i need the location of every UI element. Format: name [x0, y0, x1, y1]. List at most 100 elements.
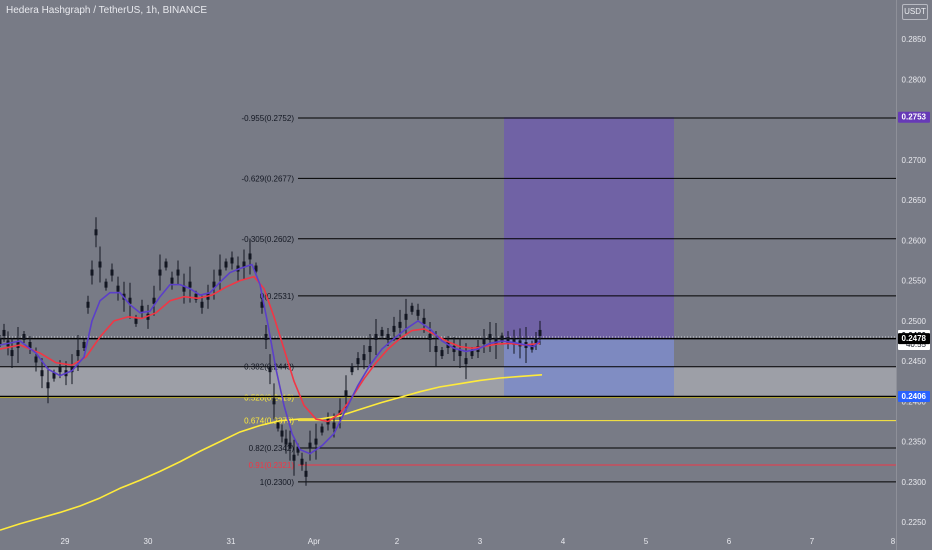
target-zone — [504, 117, 674, 339]
candle-body — [422, 317, 426, 324]
candle-body — [308, 442, 312, 449]
candle-body — [332, 422, 336, 429]
candle-body — [314, 438, 318, 445]
candle-body — [128, 297, 132, 304]
time-tick: 31 — [227, 537, 236, 546]
candle-body — [116, 285, 120, 292]
candle-body — [380, 329, 384, 336]
candle-body — [176, 269, 180, 276]
fib-level-label: 0.674(0.2376) — [244, 417, 294, 426]
candle-body — [434, 346, 438, 353]
ema-slow-line — [0, 275, 541, 423]
candle-body — [40, 370, 44, 377]
candle-body — [272, 398, 276, 405]
ma-long-line — [0, 373, 543, 531]
candle-body — [52, 372, 56, 379]
candle-body — [458, 350, 462, 357]
candle-body — [368, 346, 372, 353]
time-tick: 3 — [478, 537, 483, 546]
chart-series — [0, 217, 543, 531]
ema-fast-line — [0, 263, 541, 455]
price-tick: 0.2850 — [902, 35, 927, 44]
candle-body — [398, 321, 402, 328]
candle-body — [362, 354, 366, 361]
price-tick: 0.2650 — [902, 196, 927, 205]
price-tick: 0.2350 — [902, 438, 927, 447]
fib-level-label: -0.629(0.2677) — [242, 174, 295, 183]
price-tick: 0.2800 — [902, 75, 927, 84]
candle-body — [300, 458, 304, 465]
candle-body — [188, 281, 192, 288]
price-tick: 0.2700 — [902, 156, 927, 165]
candle-body — [488, 333, 492, 340]
price-label-bg — [898, 333, 930, 345]
candle-body — [296, 446, 300, 453]
candle-body — [110, 269, 114, 276]
candle-body — [248, 253, 252, 260]
candle-body — [534, 337, 538, 344]
price-label-countdown: 40:55 — [906, 340, 927, 349]
candle-body — [428, 333, 432, 340]
time-tick: 7 — [810, 537, 815, 546]
candle-body — [374, 333, 378, 340]
candle-body — [94, 229, 98, 236]
candle-body — [224, 261, 228, 268]
candle-body — [76, 350, 80, 357]
candle-body — [538, 329, 542, 336]
candle-body — [158, 269, 162, 276]
price-axis: 0.28500.28000.27500.27000.26500.26000.25… — [902, 35, 927, 527]
candle-body — [58, 366, 62, 373]
candle-body — [416, 309, 420, 316]
candle-body — [104, 281, 108, 288]
candle-body — [404, 313, 408, 320]
candle-body — [260, 301, 264, 308]
candle-body — [292, 454, 296, 461]
fib-retracement-levels: -0.955(0.2752) -0.629(0.2677) -0.305(0.260… — [0, 114, 896, 487]
price-label: 0.2406 — [902, 392, 927, 401]
candle-body — [470, 350, 474, 357]
candle-body — [350, 366, 354, 373]
candle-body — [2, 329, 6, 336]
price-tick: 0.2300 — [902, 478, 927, 487]
time-tick: 29 — [61, 537, 70, 546]
candle-body — [218, 269, 222, 276]
fib-level-label: 0.91(0.2321) — [249, 461, 295, 470]
candle-body — [320, 426, 324, 433]
time-tick: 4 — [561, 537, 566, 546]
candle-body — [140, 305, 144, 312]
candle-body — [254, 265, 258, 272]
candle-body — [134, 317, 138, 324]
chart-title: Hedera Hashgraph / TetherUS, 1h, BINANCE — [6, 5, 208, 16]
candle-body — [0, 337, 2, 344]
candle-body — [356, 358, 360, 365]
time-tick: 5 — [644, 537, 649, 546]
candle-body — [46, 382, 50, 389]
time-tick: 8 — [891, 537, 896, 546]
candle-body — [500, 335, 504, 342]
time-tick: Apr — [308, 537, 321, 546]
candle-body — [386, 333, 390, 340]
candle-body — [70, 366, 74, 373]
price-label: 0.2753 — [902, 113, 927, 122]
price-tick: 0.2450 — [902, 357, 927, 366]
fib-level-label: -0.305(0.2602) — [242, 235, 295, 244]
candle-body — [34, 356, 38, 363]
candle-body — [170, 277, 174, 284]
fib-band — [0, 366, 896, 397]
fib-level-label: -0.955(0.2752) — [242, 114, 295, 123]
candle-body — [212, 281, 216, 288]
candle-body — [230, 257, 234, 264]
price-axis-divider — [896, 0, 897, 550]
candle-body — [410, 305, 414, 312]
fib-level-label: 0(0.2531) — [260, 292, 295, 301]
currency-button[interactable]: USDT — [902, 4, 928, 20]
price-label: 0.2478 — [902, 334, 927, 343]
candle-body — [464, 358, 468, 365]
stop-zone — [504, 338, 674, 397]
time-axis: 29 30 31 Apr 2 3 4 5 6 7 8 — [61, 537, 896, 546]
price-label-bg — [898, 111, 930, 123]
candle-body — [82, 342, 86, 349]
fib-level-label: 1(0.2300) — [260, 478, 295, 487]
